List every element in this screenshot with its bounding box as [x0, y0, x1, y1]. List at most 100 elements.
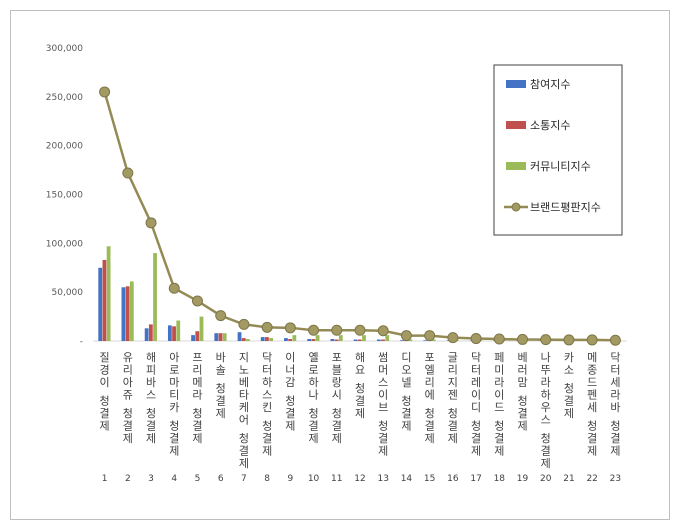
y-tick-label: 100,000 — [46, 239, 83, 249]
bar-2 — [241, 338, 246, 341]
rank-number: 2 — [125, 474, 131, 484]
bar-3 — [246, 339, 250, 341]
brand-index-marker — [377, 325, 389, 337]
rank-number: 3 — [148, 474, 154, 484]
bar-1 — [307, 339, 312, 341]
legend-label: 소통지수 — [530, 119, 570, 132]
brand-index-marker — [99, 86, 111, 98]
y-tick-label: 150,000 — [46, 191, 83, 201]
bar-1 — [260, 337, 265, 341]
brand-index-marker — [145, 217, 157, 229]
bar-1 — [167, 325, 172, 341]
brand-index-marker — [609, 334, 621, 346]
brand-index-marker — [424, 330, 436, 342]
bar-1 — [330, 339, 335, 341]
bar-2 — [125, 286, 130, 341]
y-tick-label: 50,000 — [52, 288, 84, 298]
bar-2 — [195, 331, 200, 341]
legend-swatch — [506, 121, 526, 129]
legend-swatch — [506, 162, 526, 170]
bar-2 — [311, 339, 316, 341]
rank-number: 4 — [171, 474, 177, 484]
brand-index-marker — [540, 334, 552, 346]
rank-number: 18 — [494, 474, 506, 484]
brand-index-marker — [586, 334, 598, 346]
bar-2 — [172, 326, 176, 341]
bar-3 — [222, 333, 227, 341]
bar-3 — [199, 316, 204, 341]
brand-index-marker — [238, 318, 250, 330]
bar-3 — [176, 320, 181, 341]
rank-number: 7 — [241, 474, 247, 484]
bar-2 — [265, 337, 269, 341]
brand-index-marker — [331, 324, 343, 336]
bar-1 — [214, 333, 219, 341]
bar-1 — [191, 335, 195, 341]
brand-index-marker — [191, 295, 203, 307]
rank-number: 16 — [447, 474, 459, 484]
brand-index-marker — [470, 333, 482, 345]
bar-3 — [362, 335, 366, 341]
rank-number: 11 — [331, 474, 342, 484]
legend-label: 참여지수 — [530, 78, 570, 91]
bar-2 — [381, 339, 385, 341]
bar-3 — [315, 335, 320, 341]
bar-1 — [98, 267, 103, 341]
bar-2 — [102, 259, 107, 341]
bar-1 — [400, 340, 404, 341]
y-tick-label: 200,000 — [46, 142, 83, 152]
bar-1 — [353, 339, 358, 341]
brand-index-marker — [354, 324, 366, 336]
legend-label: 커뮤니티지수 — [530, 160, 591, 173]
rank-number: 22 — [586, 474, 597, 484]
brand-index-marker — [308, 324, 320, 336]
bar-3 — [408, 339, 413, 341]
brand-index-marker — [284, 322, 296, 334]
bar-2 — [218, 333, 223, 341]
legend-label: 브랜드평판지수 — [530, 201, 601, 214]
rank-number: 21 — [563, 474, 574, 484]
bar-3 — [385, 335, 390, 341]
rank-number: 13 — [377, 474, 388, 484]
rank-number: 5 — [195, 474, 201, 484]
bar-2 — [334, 339, 339, 341]
bar-2 — [288, 339, 293, 341]
brand-index-marker — [447, 332, 459, 344]
rank-number: 1 — [102, 474, 108, 484]
bar-1 — [376, 339, 381, 341]
brand-index-marker — [215, 310, 227, 322]
bar-3 — [129, 281, 134, 341]
chart-frame: - 50,000 100,000 150,000 200,000 250,000 300,0… — [10, 10, 670, 520]
legend-marker — [511, 202, 521, 212]
legend-swatch — [506, 80, 526, 88]
brand-index-marker — [563, 334, 575, 346]
y-tick-label: 300,000 — [46, 44, 83, 54]
rank-number: 10 — [308, 474, 320, 484]
y-tick-label: - — [80, 337, 83, 347]
rank-number: 14 — [401, 474, 413, 484]
bar-3 — [292, 335, 297, 341]
bar-3 — [106, 246, 111, 341]
bar-3 — [153, 253, 157, 341]
brand-index-marker — [400, 330, 412, 342]
